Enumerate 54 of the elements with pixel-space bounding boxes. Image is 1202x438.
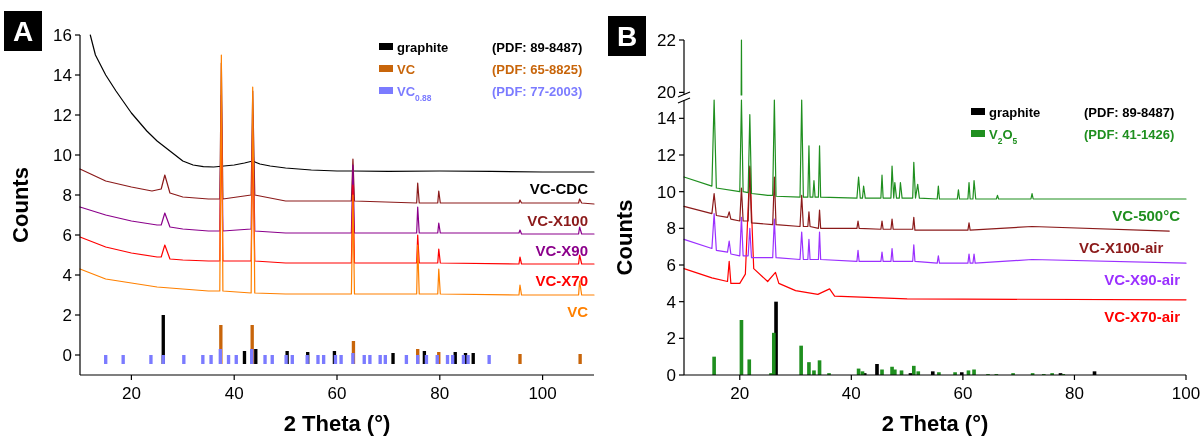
y-tick-label: 0 [666, 365, 676, 385]
series-label: VC-X90-air [1104, 271, 1181, 289]
y-tick-label: 20 [657, 83, 676, 103]
series-label: VC-CDC [529, 180, 589, 197]
y-tick-label: 12 [657, 145, 676, 165]
y-tick-label: 4 [666, 292, 676, 312]
y-tick-label: 10 [657, 182, 676, 202]
y-tick-label: 8 [62, 185, 72, 205]
legend-label: graphite [397, 39, 449, 55]
x-tick-label: 60 [953, 384, 973, 403]
series-label: VC-X90 [535, 242, 588, 259]
series-label: VC-X70 [535, 272, 588, 289]
x-tick-label: 40 [841, 384, 861, 403]
x-tick-label: 100 [1171, 384, 1201, 403]
annotation: (PDF: 65-8825) [492, 61, 583, 77]
y-tick-label: 16 [53, 25, 72, 45]
y-tick-label: 2 [62, 305, 72, 325]
y-tick-label: 12 [53, 105, 72, 125]
series-label: VC-X70-air [1104, 307, 1181, 325]
x-tick-label: 20 [730, 384, 750, 403]
x-axis-title: 2 Theta (°) [881, 411, 989, 436]
x-tick-label: 100 [528, 384, 557, 403]
x-tick-label: 60 [327, 384, 347, 403]
series-label: VC [567, 303, 589, 320]
annotation: (PDF: 77-2003) [492, 83, 583, 99]
legend-label: VC$_{0.88}$ [397, 83, 432, 103]
annotation: (PDF: 41-1426) [1084, 126, 1175, 142]
chart-title: B [616, 21, 638, 52]
x-tick-label: 40 [224, 384, 244, 403]
x-axis-title: 2 Theta (°) [283, 411, 391, 436]
legend-label: VC [397, 61, 416, 77]
y-tick-label: 4 [62, 265, 72, 285]
y-tick-label: 6 [62, 225, 72, 245]
legend-label: graphite [989, 104, 1041, 120]
y-tick-label: 6 [666, 255, 676, 275]
series-label: VC-500°C [1112, 207, 1181, 224]
y-axis-title: Counts [612, 199, 637, 276]
y-tick-label: 8 [666, 219, 676, 239]
y-tick-label: 14 [657, 109, 676, 129]
annotation: (PDF: 89-8487) [492, 39, 583, 55]
series-label: VC-X100-air [1079, 239, 1164, 257]
x-tick-label: 20 [121, 384, 141, 403]
y-tick-label: 10 [53, 145, 72, 165]
y-tick-label: 22 [657, 30, 676, 50]
x-tick-label: 80 [1064, 384, 1084, 403]
annotation: (PDF: 89-8487) [1084, 104, 1175, 120]
legend-label: V$_{2}$O$_{5}$ [989, 126, 1018, 146]
y-tick-label: 2 [666, 329, 676, 349]
chart-title: A [12, 16, 34, 47]
y-tick-label: 0 [62, 345, 72, 365]
y-tick-label: 14 [53, 65, 72, 85]
x-tick-label: 80 [430, 384, 450, 403]
y-axis-title: Counts [8, 167, 33, 243]
series-label: VC-X100 [527, 212, 588, 229]
